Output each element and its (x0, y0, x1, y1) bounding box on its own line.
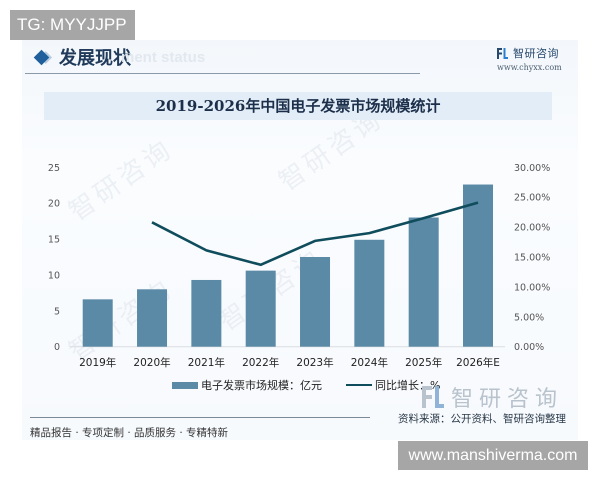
growth-line (151, 201, 479, 267)
bar (463, 184, 494, 347)
right-axis-tick: 5.00% (514, 312, 544, 323)
section-title: 发展现状 (59, 48, 131, 69)
left-axis-tick: 20 (48, 199, 60, 210)
chart-title-band: 2019-2026年中国电子发票市场规模统计 (44, 92, 552, 120)
bar (408, 217, 439, 347)
chart-title: 2019-2026年中国电子发票市场规模统计 (155, 97, 441, 115)
bar (354, 239, 385, 347)
section-subtitle-ghost: ment status (121, 48, 206, 66)
brand-logo-icon (497, 47, 508, 59)
footer-tagline: 精品报告 · 专项定制 · 品质服务 · 专精特新 (30, 427, 229, 439)
bar (245, 270, 276, 347)
bar (191, 279, 222, 347)
site-watermark-badge: www.manshiverma.com (398, 441, 588, 470)
left-axis-tick: 5 (54, 306, 60, 317)
brand-logo-large: 智研咨询 (422, 381, 563, 413)
brand-name: 智研咨询 (513, 47, 559, 60)
right-axis-tick: 15.00% (514, 253, 550, 264)
left-axis-tick: 10 (48, 270, 60, 281)
right-axis-tick: 10.00% (514, 282, 550, 293)
x-axis-label: 2021年 (188, 356, 225, 369)
right-axis-tick: 30.00% (514, 163, 550, 174)
x-axis-label: 2023年 (296, 356, 333, 369)
heading-divider (25, 73, 420, 74)
x-axis-label: 2026年E (456, 356, 500, 369)
brand-logo-icon (422, 386, 444, 408)
bar (137, 289, 168, 347)
legend-bar-swatch (172, 381, 198, 389)
section-heading: 发展现状 ment status (30, 44, 205, 70)
x-axis-label: 2024年 (351, 356, 388, 369)
footer-divider (30, 417, 370, 418)
legend-bar-label: 电子发票市场规模：亿元 (201, 379, 322, 392)
brand-logo-top: 智研咨询 www.chyxx.com (497, 45, 577, 72)
x-axis-label: 2019年 (79, 356, 116, 369)
left-axis-tick: 15 (48, 235, 60, 246)
right-axis-tick: 20.00% (514, 223, 550, 234)
tg-watermark-badge: TG: MYYJJPP (10, 10, 135, 40)
data-source-note: 资料来源：公开资料、智研咨询整理 (398, 413, 566, 425)
left-axis-tick: 0 (54, 342, 60, 353)
chart-legend: 电子发票市场规模：亿元 同比增长：% (172, 377, 440, 393)
x-axis-label: 2025年 (405, 356, 442, 369)
x-axis-label: 2020年 (133, 356, 170, 369)
brand-url: www.chyxx.com (497, 63, 562, 72)
left-axis-tick: 25 (48, 163, 60, 174)
bar (82, 299, 113, 347)
bar (300, 257, 331, 347)
x-axis-label: 2022年 (242, 356, 279, 369)
right-axis-tick: 0.00% (514, 342, 544, 353)
legend-line-swatch (346, 383, 372, 387)
right-axis-tick: 25.00% (514, 193, 550, 204)
brand-name-large: 智研咨询 (451, 387, 564, 412)
